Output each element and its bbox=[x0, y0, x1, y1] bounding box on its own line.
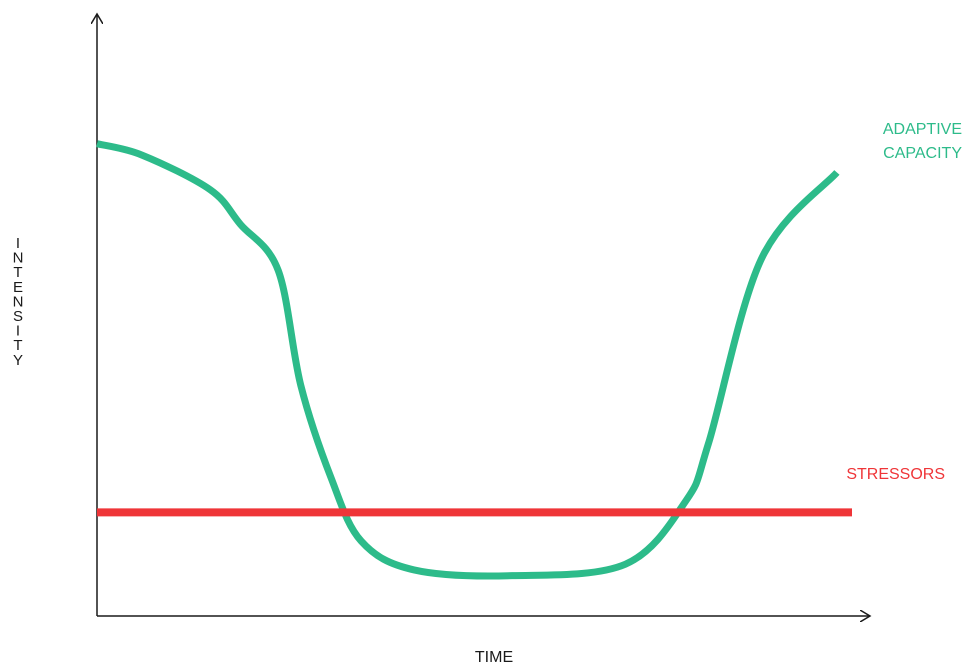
series-line-adaptive-capacity bbox=[96, 140, 840, 580]
y-axis-label-letter: Y bbox=[13, 352, 23, 369]
y-axis-label-letter: I bbox=[16, 235, 20, 252]
series-label-stressors: STRESSORS bbox=[846, 466, 945, 483]
y-axis-label-letter: S bbox=[13, 308, 23, 325]
y-axis-label-letter: T bbox=[13, 264, 22, 281]
series-layer bbox=[96, 140, 852, 580]
series-label-adaptive-capacity: ADAPTIVE CAPACITY bbox=[883, 121, 962, 162]
y-axis-label-letter: I bbox=[16, 323, 20, 340]
series-label-layer: ADAPTIVE CAPACITY STRESSORS bbox=[846, 121, 962, 483]
y-axis-label-letter: T bbox=[13, 337, 22, 354]
y-axis-label-letter: N bbox=[13, 293, 24, 310]
y-axis-label-letter: N bbox=[13, 250, 24, 267]
x-axis-label: TIME bbox=[475, 649, 513, 666]
y-axis-label-letter: E bbox=[13, 279, 23, 296]
